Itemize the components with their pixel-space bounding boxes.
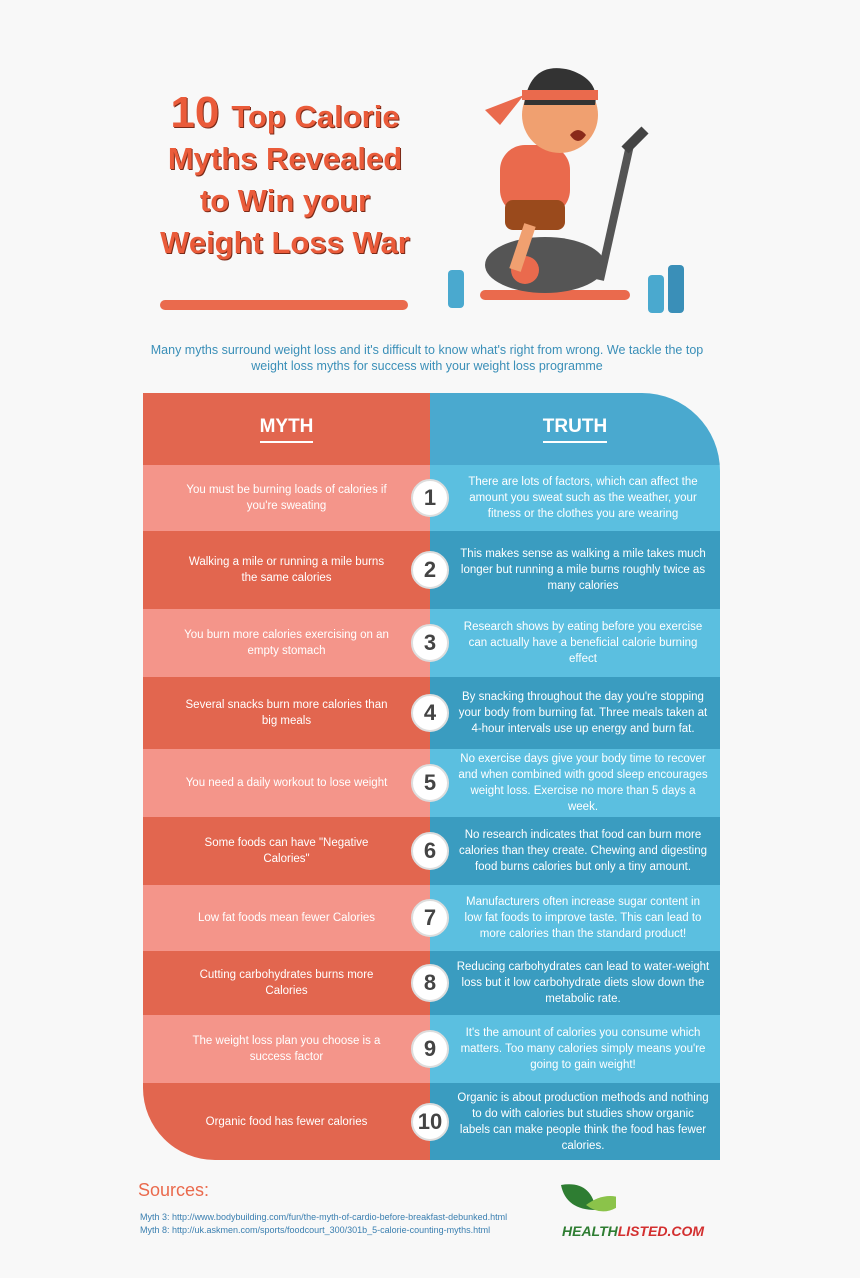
title: 10 Top Calorie Myths Revealed to Win your…: [150, 91, 420, 264]
header-text: MYTH: [259, 416, 314, 443]
header-text: TRUTH: [542, 416, 608, 443]
row-number: 8: [411, 964, 449, 1002]
logo-part: LISTED.COM: [617, 1223, 705, 1239]
row-number: 1: [411, 479, 449, 517]
source-line: Myth 3: http://www.bodybuilding.com/fun/…: [140, 1212, 508, 1222]
truth-cell: There are lots of factors, which can aff…: [430, 465, 720, 531]
myth-cell: Low fat foods mean fewer Calories: [143, 885, 430, 951]
truth-cell: It's the amount of calories you consume …: [430, 1015, 720, 1083]
row-number: 5: [411, 764, 449, 802]
truth-cell: Manufacturers often increase sugar conte…: [430, 885, 720, 951]
truth-cell: Research shows by eating before you exer…: [430, 609, 720, 677]
truth-cell: Reducing carbohydrates can lead to water…: [430, 951, 720, 1015]
row-number: 4: [411, 694, 449, 732]
myth-cell: Walking a mile or running a mile burns t…: [143, 531, 430, 609]
title-line: Weight Loss War: [160, 225, 410, 260]
truth-cell: Organic is about production methods and …: [430, 1083, 720, 1160]
truth-cell: This makes sense as walking a mile takes…: [430, 531, 720, 609]
title-line: Myths Revealed: [167, 141, 403, 176]
truth-cell: No research indicates that food can burn…: [430, 817, 720, 885]
myth-cell: The weight loss plan you choose is a suc…: [143, 1015, 430, 1083]
intro: Many myths surround weight loss and it's…: [150, 343, 704, 373]
myth-cell: Cutting carbohydrates burns more Calorie…: [143, 951, 430, 1015]
myth-cell: You burn more calories exercising on an …: [143, 609, 430, 677]
myth-cell: Several snacks burn more calories than b…: [143, 677, 430, 749]
header-myth: MYTH: [143, 393, 430, 465]
row-number: 3: [411, 624, 449, 662]
row-number: 6: [411, 832, 449, 870]
title-line: to Win your: [199, 183, 371, 218]
row-number: 10: [411, 1102, 449, 1141]
sources: Myth 3: http://www.bodybuilding.com/fun/…: [140, 1211, 507, 1237]
myth-cell: Organic food has fewer calories: [143, 1083, 430, 1160]
row-number: 2: [411, 551, 449, 589]
title-number: 10: [170, 88, 220, 137]
myth-cell: You need a daily workout to lose weight: [143, 749, 430, 817]
logo-part: HEALTH: [562, 1223, 618, 1239]
illustration: [448, 68, 684, 313]
sources-title: Sources:: [138, 1180, 210, 1200]
myth-cell: You must be burning loads of calories if…: [143, 465, 430, 531]
header-truth: TRUTH: [430, 393, 720, 465]
truth-cell: No exercise days give your body time to …: [430, 749, 720, 817]
divider: [160, 300, 408, 310]
myth-cell: Some foods can have "Negative Calories": [143, 817, 430, 885]
row-number: 7: [411, 899, 449, 937]
logo: HEALTHLISTED.COM: [562, 1223, 704, 1239]
title-line: Top Calorie: [231, 99, 400, 134]
logo-leaves: [561, 1184, 616, 1212]
table: MYTH TRUTH You must be burning loads of …: [143, 393, 720, 1160]
row-number: 9: [411, 1030, 449, 1068]
source-line: Myth 8: http://uk.askmen.com/sports/food…: [140, 1225, 491, 1235]
truth-cell: By snacking throughout the day you're st…: [430, 677, 720, 749]
